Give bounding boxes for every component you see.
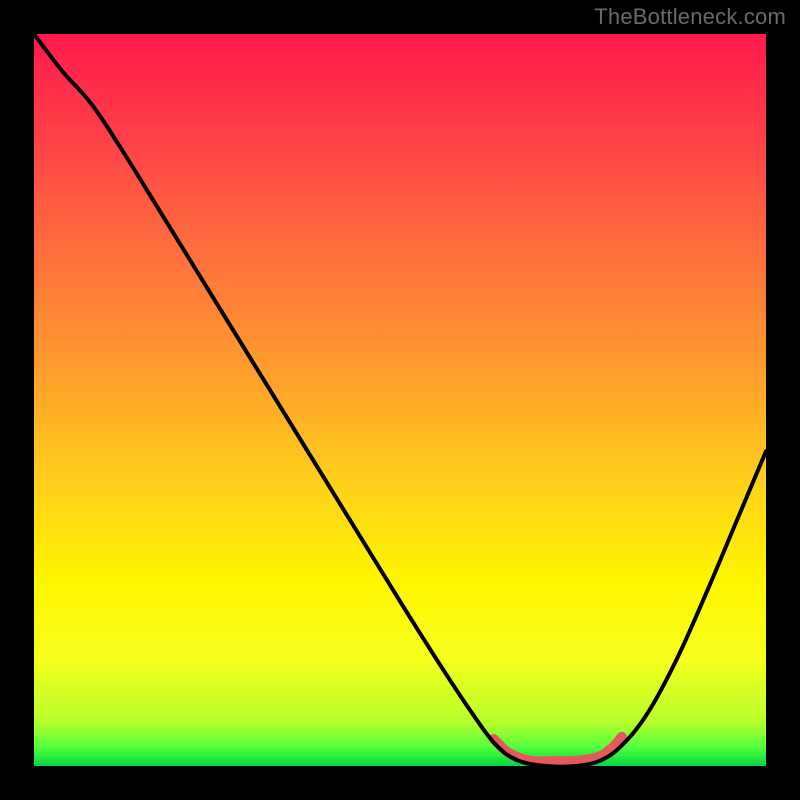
chart-container: TheBottleneck.com xyxy=(0,0,800,800)
watermark-text: TheBottleneck.com xyxy=(594,4,786,30)
bottleneck-chart xyxy=(0,0,800,800)
gradient-background xyxy=(34,34,766,766)
